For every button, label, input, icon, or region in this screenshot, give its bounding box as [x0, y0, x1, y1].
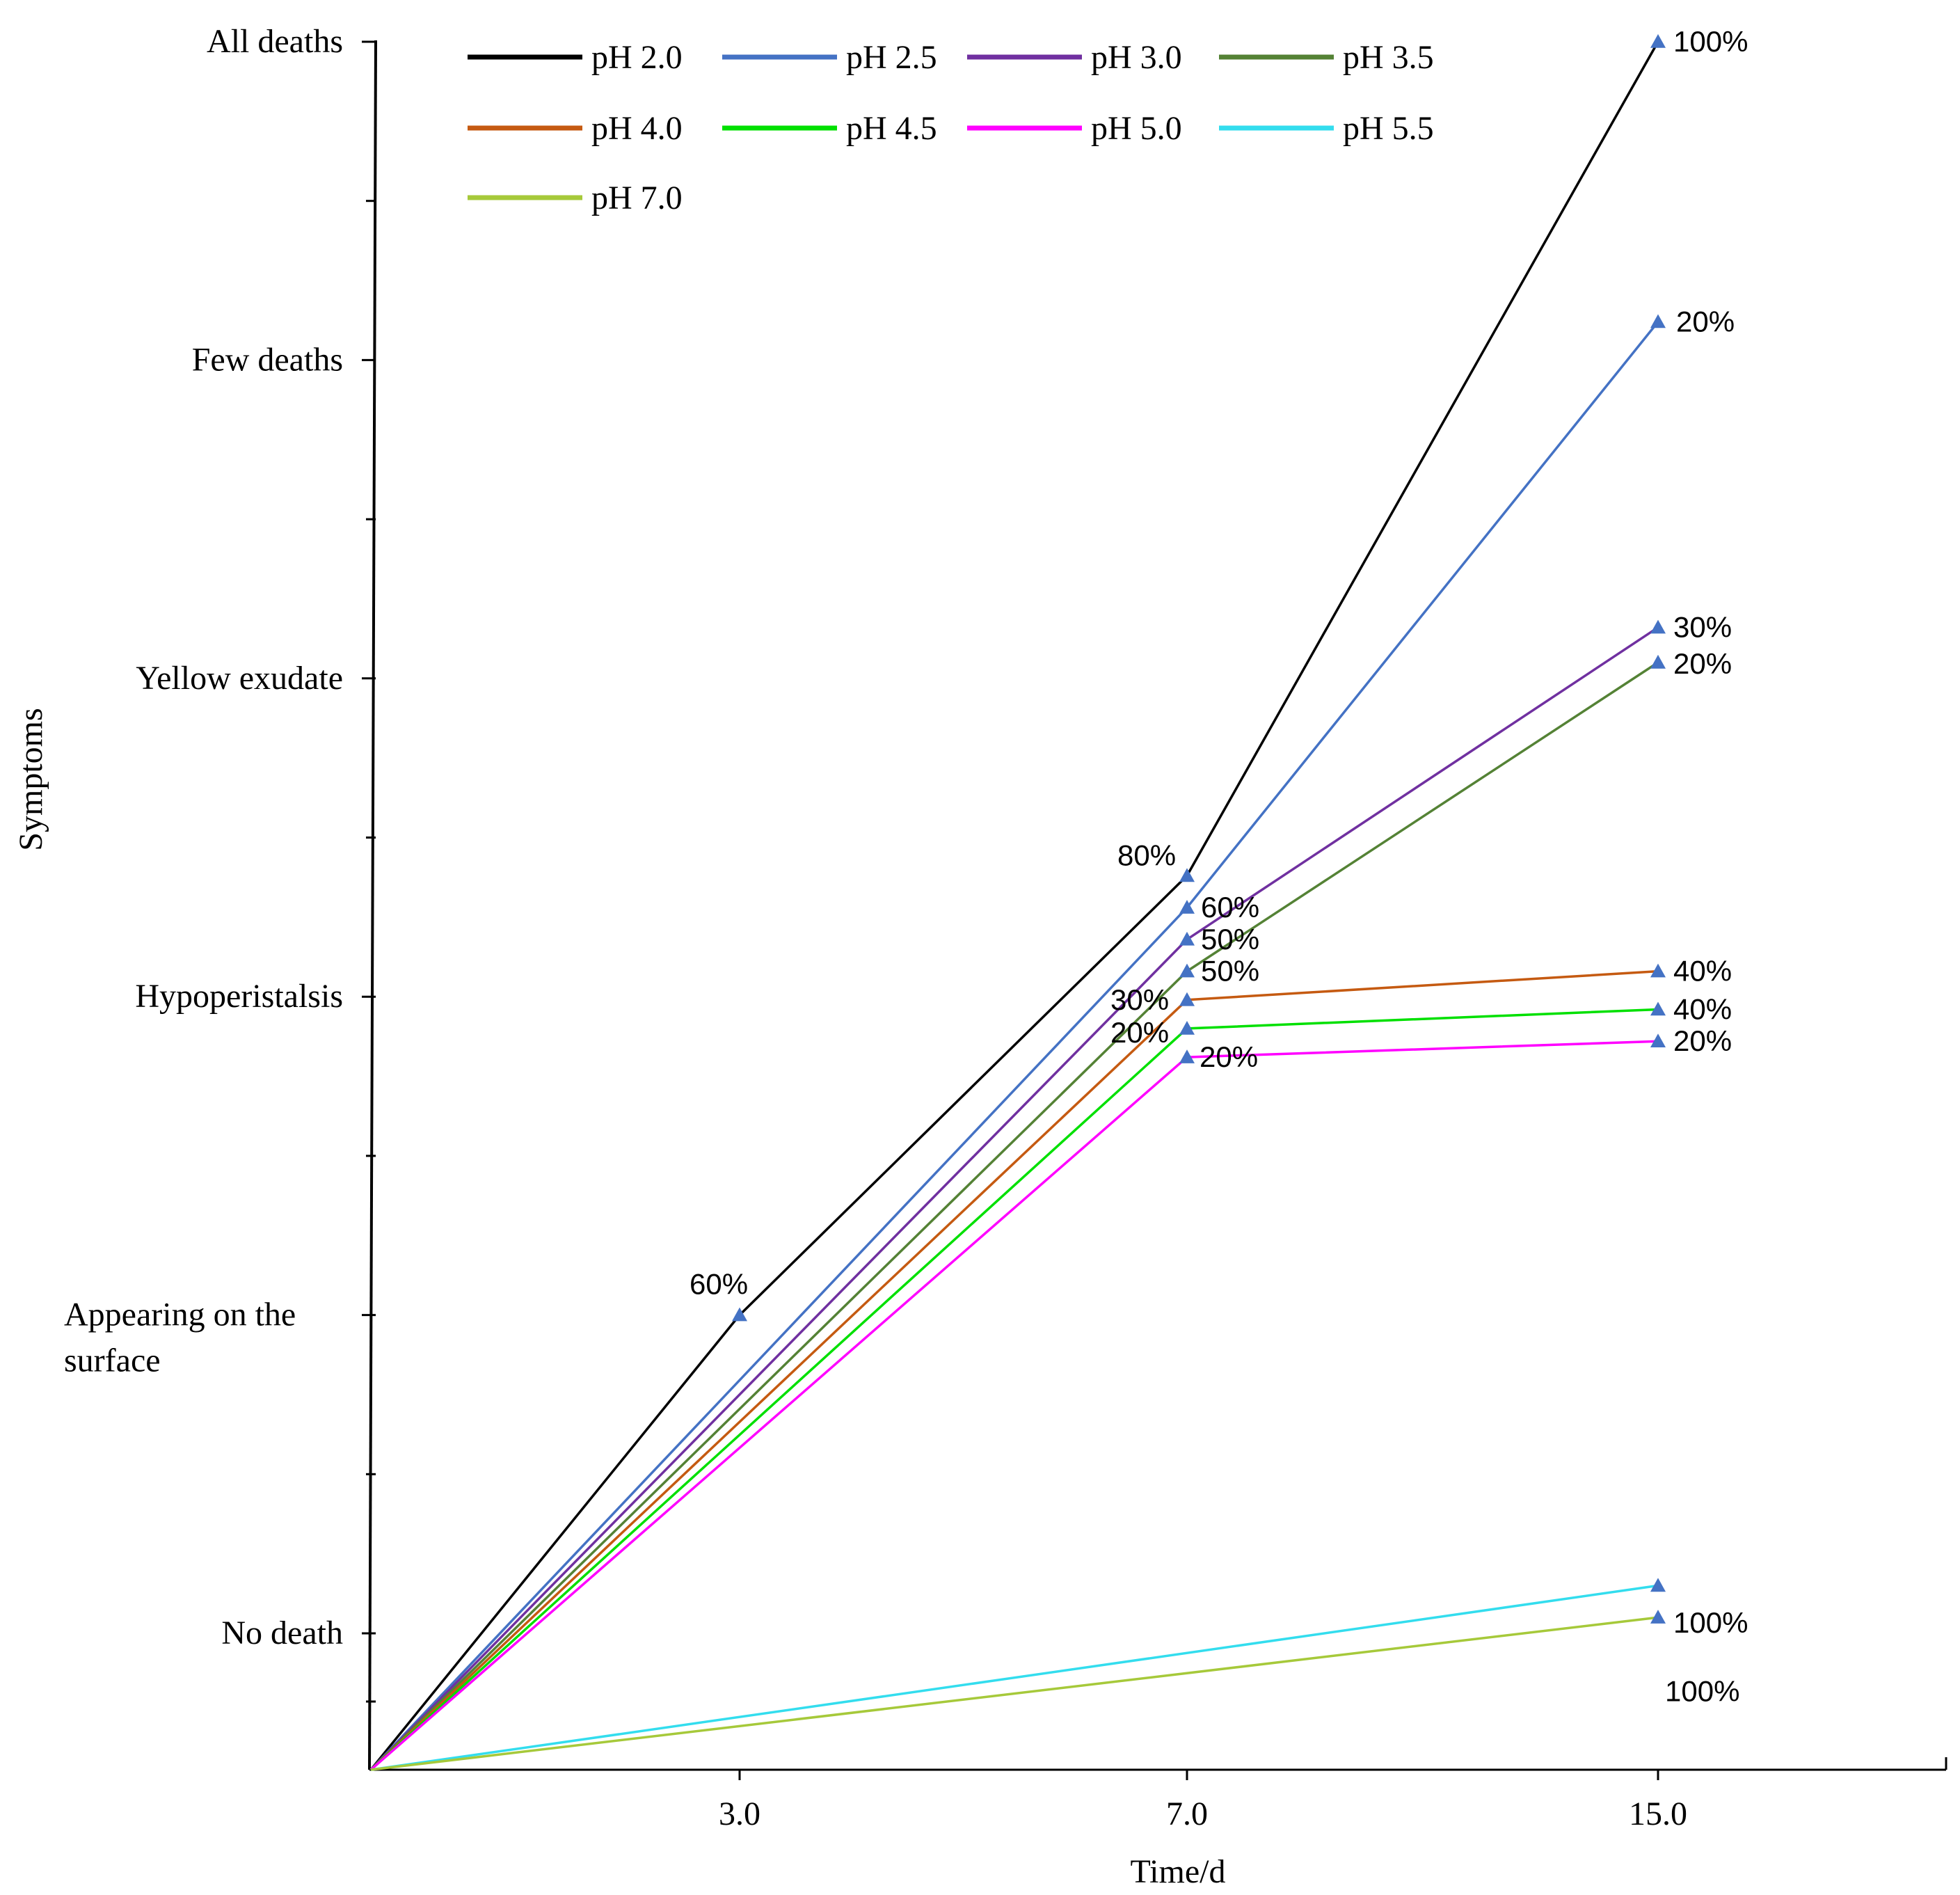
data-marker [1179, 963, 1195, 978]
legend-item: pH 5.0 [967, 110, 1182, 147]
legend-label: pH 4.5 [846, 110, 937, 147]
y-tick-label: Appearing on the surface [64, 1297, 296, 1379]
data-marker [1179, 900, 1195, 914]
data-label: 60% [1201, 891, 1259, 923]
x-axis-title: Time/d [1131, 1853, 1226, 1890]
legend-label: pH 5.5 [1343, 110, 1434, 147]
x-tick-label: 7.0 [1166, 1795, 1208, 1832]
legend-label: pH 4.0 [591, 110, 683, 147]
legend-item: pH 2.5 [722, 39, 937, 76]
data-labels: 60%80%100%60%20%50%30%50%30%40%20%40%20%… [690, 25, 1748, 1707]
data-marker [732, 1307, 747, 1322]
data-marker [1650, 1033, 1666, 1048]
y-tick-label: Few deaths [192, 341, 343, 378]
legend-item: pH 5.5 [1219, 110, 1434, 147]
legend-label: pH 5.0 [1091, 110, 1182, 147]
legend-label: pH 3.5 [1343, 39, 1434, 76]
x-tick-label: 15.0 [1629, 1795, 1687, 1832]
series-line [369, 41, 1659, 1771]
x-tick-label: 3.0 [719, 1795, 760, 1832]
data-marker [1179, 868, 1195, 882]
series-layer [369, 41, 1659, 1771]
data-label: 80% [1117, 839, 1176, 871]
legend-label: pH 3.0 [1091, 39, 1182, 76]
data-marker [1179, 992, 1195, 1006]
data-label: 100% [1673, 25, 1748, 58]
legend-item: pH 2.0 [468, 39, 683, 76]
y-tick-label: No death [221, 1615, 343, 1651]
data-label: 50% [1201, 955, 1259, 988]
legend-item: pH 7.0 [468, 180, 683, 216]
y-axis-line [368, 40, 377, 1770]
legend-item: pH 4.5 [722, 110, 937, 147]
y-tick-label: All deaths [207, 23, 343, 60]
data-label: 40% [1673, 955, 1732, 988]
legend-item: pH 3.0 [967, 39, 1182, 76]
data-marker [1650, 1610, 1666, 1624]
legend-label: pH 2.0 [591, 39, 683, 76]
series-line [369, 1040, 1659, 1771]
data-label: 100% [1665, 1674, 1739, 1707]
data-label: 60% [690, 1268, 748, 1301]
series-line [369, 626, 1659, 1771]
series-line [369, 661, 1659, 1771]
data-marker [1650, 654, 1666, 669]
data-label: 20% [1200, 1040, 1258, 1073]
y-tick-label: Yellow exudate [136, 660, 343, 697]
data-marker [1650, 963, 1666, 978]
data-label: 50% [1201, 923, 1259, 956]
data-marker [1650, 314, 1666, 328]
data-marker [1650, 34, 1666, 48]
axes: All deaths Few deaths Yellow exudate Hypope… [64, 23, 1947, 1832]
data-label: 20% [1676, 306, 1735, 338]
y-axis-title: Symptoms [13, 708, 49, 850]
data-label: 20% [1673, 1024, 1732, 1057]
data-label: 30% [1673, 611, 1732, 644]
markers-layer [732, 34, 1666, 1624]
data-label: 20% [1673, 647, 1732, 680]
data-marker [1650, 1001, 1666, 1016]
data-marker [1650, 1578, 1666, 1592]
data-label: 30% [1110, 983, 1169, 1016]
series-line [370, 1616, 1659, 1771]
data-marker [1179, 1020, 1195, 1035]
data-label: 20% [1110, 1016, 1169, 1049]
y-tick-label: Hypoperistalsis [135, 978, 343, 1015]
legend-label: pH 7.0 [591, 180, 683, 216]
legend: pH 2.0 pH 2.5 pH 3.0 pH 3.5 pH 4.0 pH 4.5 pH 5… [468, 39, 1434, 216]
legend-label: pH 2.5 [846, 39, 937, 76]
data-marker [1179, 1049, 1195, 1063]
series-line [369, 1008, 1659, 1771]
data-label: 100% [1673, 1606, 1748, 1639]
legend-item: pH 3.5 [1219, 39, 1434, 76]
data-marker [1179, 931, 1195, 946]
data-marker [1650, 619, 1666, 634]
series-line [370, 1584, 1659, 1771]
legend-item: pH 4.0 [468, 110, 683, 147]
data-label: 40% [1673, 992, 1732, 1025]
